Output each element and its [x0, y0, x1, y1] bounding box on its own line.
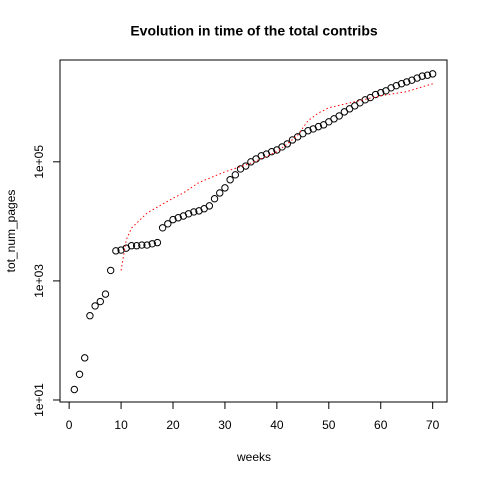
data-point — [81, 354, 89, 362]
data-point — [226, 176, 234, 184]
x-tick-label: 40 — [270, 418, 284, 432]
y-tick-label: 1e+05 — [32, 145, 46, 179]
y-tick-label: 1e+03 — [32, 264, 46, 298]
data-point — [169, 215, 177, 224]
data-point — [418, 72, 426, 80]
data-point — [174, 214, 182, 222]
plot-frame — [59, 59, 448, 403]
data-point — [397, 80, 406, 88]
data-point — [403, 78, 411, 86]
data-point — [112, 247, 120, 255]
data-point — [70, 385, 79, 394]
data-point — [106, 266, 115, 275]
data-point — [96, 297, 104, 306]
data-point — [143, 241, 151, 249]
data-point — [221, 184, 229, 192]
data-point — [153, 238, 162, 247]
data-point — [423, 71, 432, 79]
data-point — [428, 70, 437, 78]
y-tick-label: 1e+01 — [32, 383, 46, 417]
data-point — [304, 127, 312, 135]
data-point — [127, 242, 136, 250]
x-tick-label: 30 — [218, 418, 232, 432]
x-tick-label: 50 — [322, 418, 336, 432]
data-point — [138, 241, 146, 249]
data-point — [158, 224, 167, 232]
data-point — [267, 147, 276, 156]
data-point — [75, 370, 84, 379]
data-point — [377, 88, 385, 97]
data-point — [371, 90, 380, 99]
x-axis-label: weeks — [236, 450, 271, 464]
data-point — [210, 195, 219, 203]
data-point — [335, 112, 343, 120]
data-point — [164, 220, 172, 228]
data-point — [293, 133, 302, 141]
x-tick-label: 20 — [166, 418, 180, 432]
data-point — [101, 290, 110, 298]
data-point — [392, 81, 401, 90]
chart-title: Evolution in time of the total contribs — [130, 23, 378, 39]
fit-line — [120, 83, 433, 271]
data-point — [413, 74, 421, 82]
data-point — [148, 240, 156, 248]
data-point — [132, 242, 141, 250]
data-point — [216, 189, 224, 197]
data-point — [314, 122, 323, 131]
data-point — [231, 171, 240, 179]
x-tick-label: 70 — [426, 418, 440, 432]
y-axis-label: tot_num_pages — [4, 190, 18, 273]
data-point — [288, 136, 297, 144]
data-point — [190, 208, 198, 216]
x-tick-label: 60 — [374, 418, 388, 432]
data-point — [205, 202, 214, 210]
data-point — [184, 210, 193, 218]
x-tick-label: 10 — [114, 418, 128, 432]
data-point — [283, 140, 291, 148]
x-tick-label: 0 — [66, 418, 73, 432]
data-point — [91, 302, 99, 310]
data-point — [86, 312, 94, 320]
